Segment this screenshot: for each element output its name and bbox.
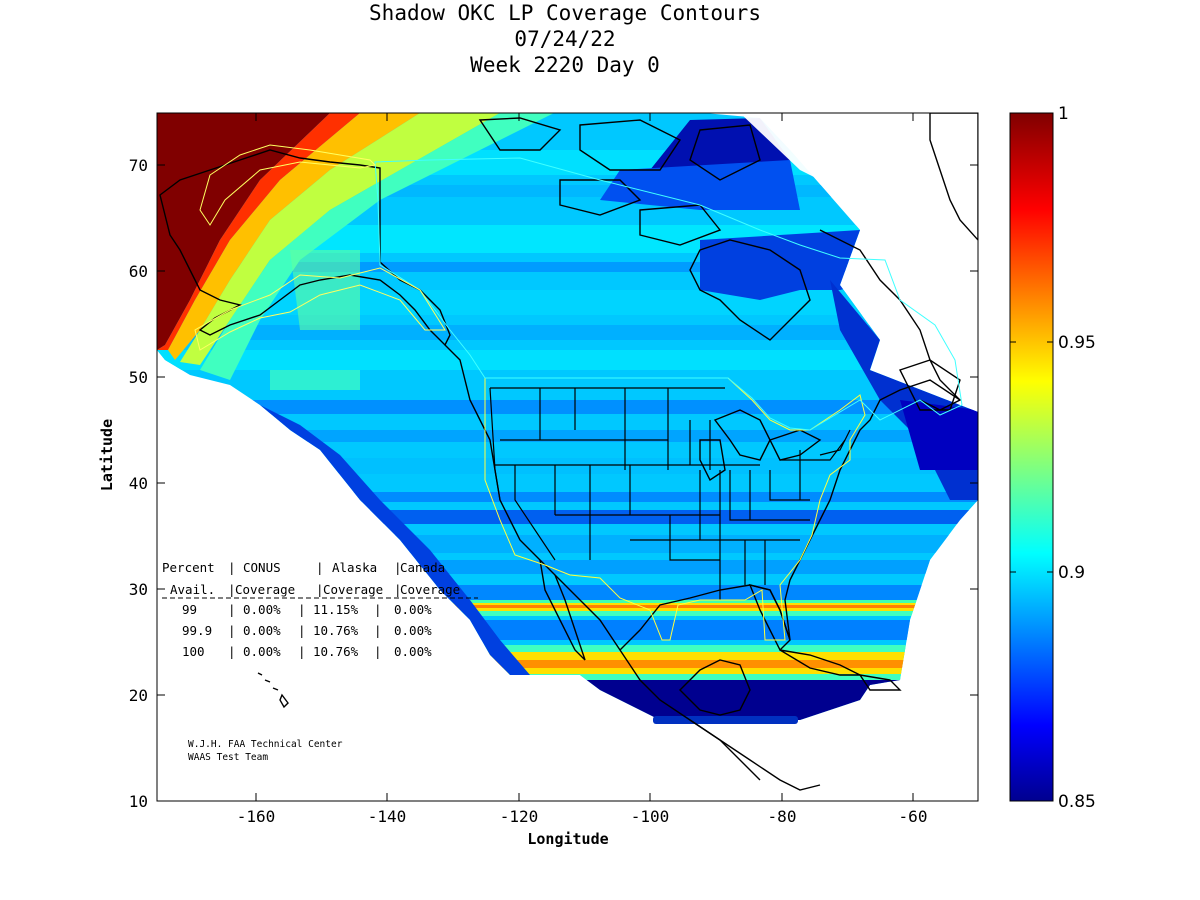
coverage-table: Percent | CONUS | Alaska |Canada Avail. |Cover… bbox=[162, 560, 478, 659]
colorbar-tick-label: 1 bbox=[1058, 104, 1069, 124]
y-tick-label: 60 bbox=[129, 262, 148, 281]
y-tick-labels: 10 20 30 40 50 60 70 bbox=[129, 156, 148, 811]
plot-frame bbox=[156, 112, 979, 802]
x-axis-label: Longitude bbox=[527, 830, 608, 848]
colorbar-tick-label: 0.9 bbox=[1058, 563, 1085, 583]
y-tick-label: 40 bbox=[129, 474, 148, 493]
title-line-1: Shadow OKC LP Coverage Contours bbox=[369, 1, 761, 25]
state-borders bbox=[489, 387, 851, 600]
y-tick-label: 70 bbox=[129, 156, 148, 175]
title-line-3: Week 2220 Day 0 bbox=[470, 53, 660, 77]
colorbar-tick-label: 0.95 bbox=[1058, 333, 1096, 353]
table-header-row-2: Avail. |Coverage |Coverage |Coverage bbox=[170, 582, 460, 597]
table-header-row-1: Percent | CONUS | Alaska |Canada bbox=[162, 560, 445, 575]
y-tick-label: 50 bbox=[129, 368, 148, 387]
y-tick-label: 10 bbox=[129, 792, 148, 811]
map-plot-area bbox=[156, 112, 979, 802]
table-row: 100 | 0.00% | 10.76% | 0.00% bbox=[182, 644, 432, 659]
colorbar-tick-label: 0.85 bbox=[1058, 792, 1096, 812]
y-axis-label: Latitude bbox=[98, 419, 116, 491]
y-tick-label: 30 bbox=[129, 580, 148, 599]
y-tick-label: 20 bbox=[129, 686, 148, 705]
table-row: 99 | 0.00% | 11.15% | 0.00% bbox=[182, 602, 432, 617]
title-line-2: 07/24/22 bbox=[514, 27, 615, 51]
x-tick-label: -120 bbox=[500, 807, 539, 826]
credit-line-1: W.J.H. FAA Technical Center bbox=[188, 739, 343, 750]
x-tick-labels: -160 -140 -120 -100 -80 -60 bbox=[237, 807, 928, 826]
credit-line-2: WAAS Test Team bbox=[188, 752, 268, 763]
table-row: 99.9 | 0.00% | 10.76% | 0.00% bbox=[182, 623, 432, 638]
x-tick-label: -60 bbox=[899, 807, 928, 826]
x-tick-label: -160 bbox=[237, 807, 276, 826]
tick-marks bbox=[157, 113, 978, 802]
x-tick-label: -100 bbox=[631, 807, 670, 826]
colorbar-gradient bbox=[1009, 112, 1054, 802]
colorbar: 1 0.95 0.9 0.85 bbox=[1009, 104, 1096, 812]
x-tick-label: -80 bbox=[768, 807, 797, 826]
service-area-outlines bbox=[194, 144, 963, 641]
x-tick-label: -140 bbox=[368, 807, 407, 826]
